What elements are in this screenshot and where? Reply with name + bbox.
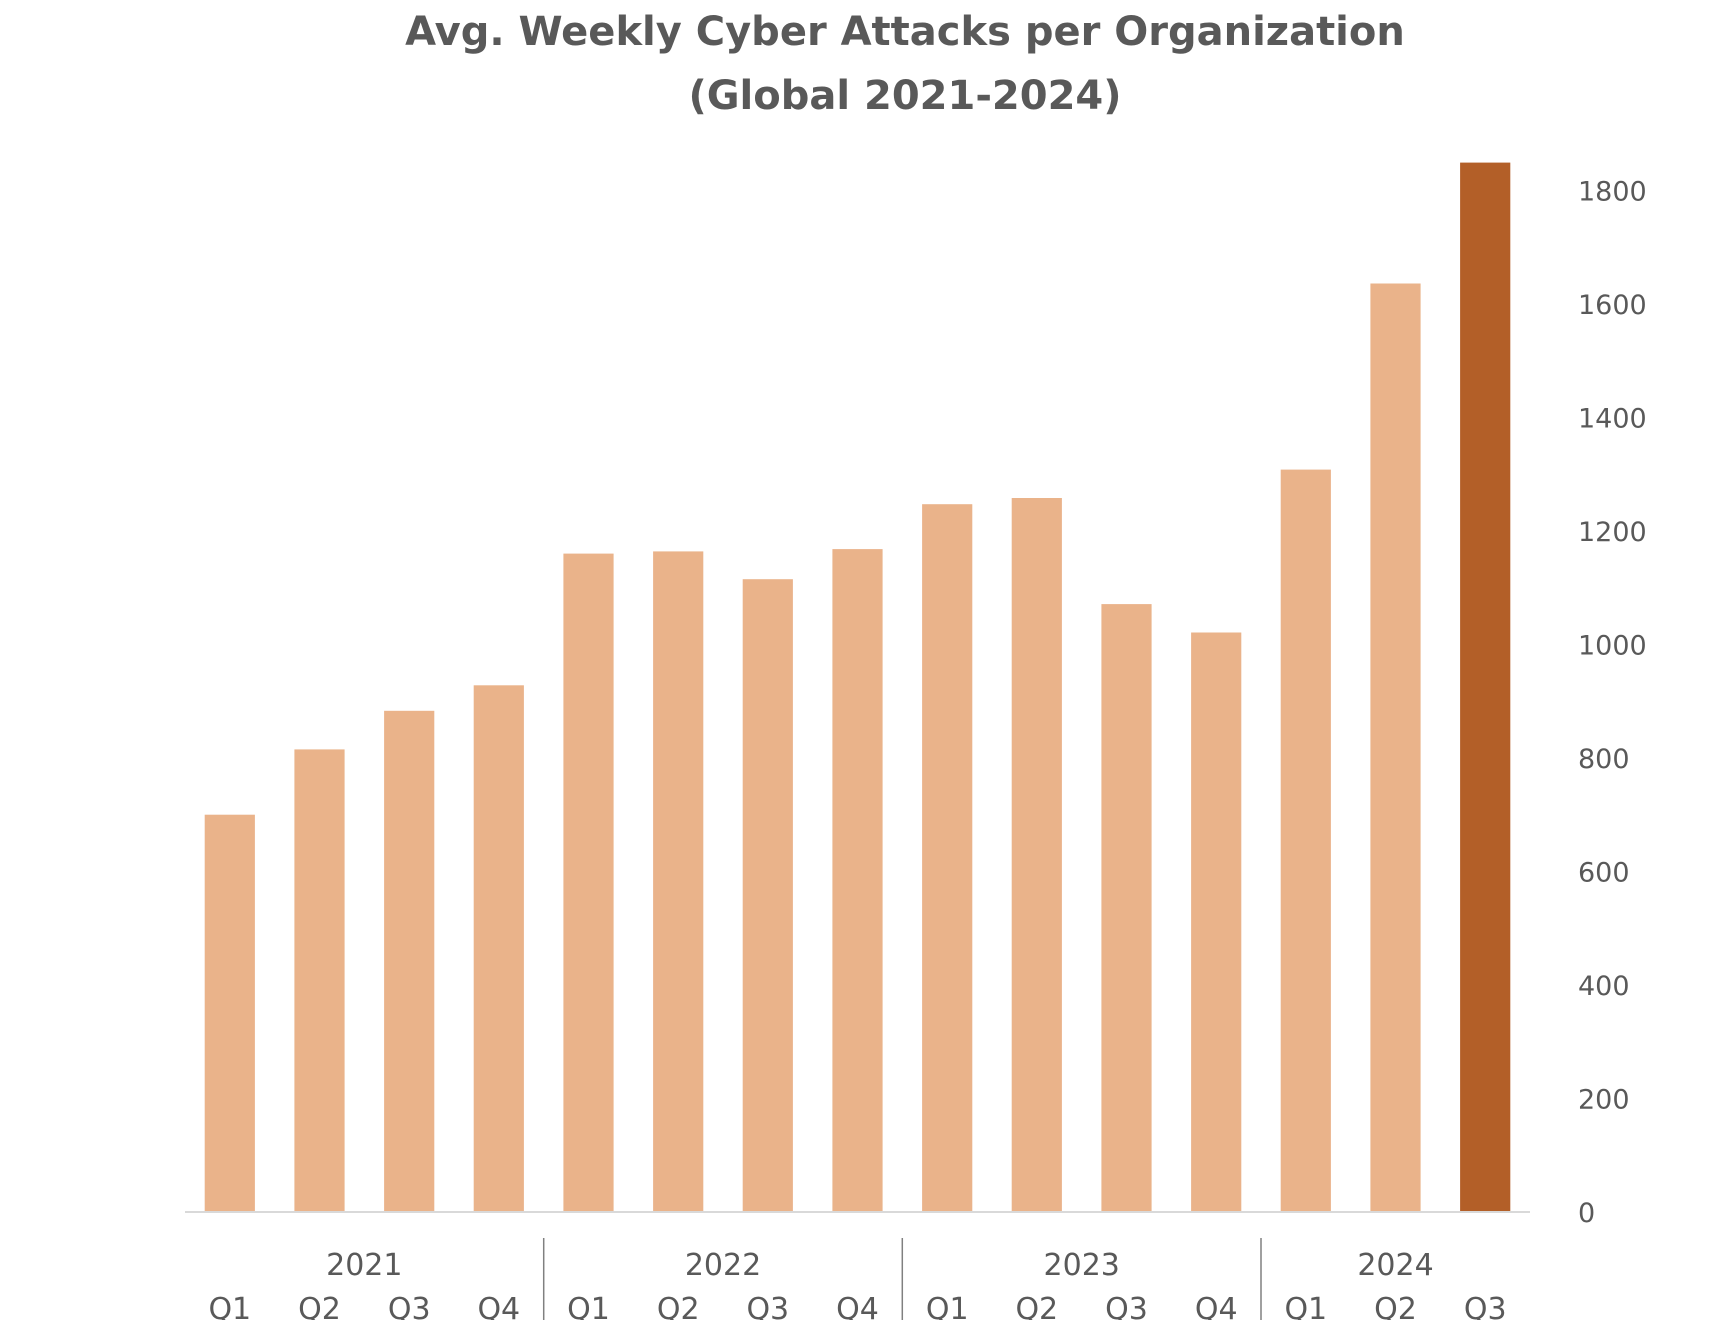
x-tick-label-1: Q1 (208, 1292, 251, 1320)
y-axis: 0 200 400 600 800 1000 1200 1400 1600 1800 (1578, 176, 1647, 1229)
bar-7 (742, 579, 793, 1212)
x-tick-label-3: Q3 (388, 1292, 431, 1320)
y-tick-label-600: 600 (1578, 858, 1630, 889)
bar-8 (832, 549, 883, 1212)
bar-9 (922, 504, 973, 1212)
year-label-2021: 2021 (326, 1248, 402, 1283)
bar-5 (563, 553, 614, 1212)
y-tick-label-1600: 1600 (1578, 290, 1647, 321)
x-tick-label-11: Q3 (1105, 1292, 1148, 1320)
x-tick-label-13: Q1 (1284, 1292, 1327, 1320)
x-tick-label-12: Q4 (1195, 1292, 1238, 1320)
x-axis: Q1 Q2 Q3 Q4 Q1 Q2 Q3 Q4 Q1 Q2 Q3 Q4 Q1 Q2 Q3 2021 2022 20… (185, 1211, 1530, 1320)
bar-4 (473, 685, 524, 1212)
x-tick-label-6: Q2 (657, 1292, 700, 1320)
year-label-2023: 2023 (1044, 1248, 1120, 1283)
x-tick-label-7: Q3 (746, 1292, 789, 1320)
y-tick-label-1800: 1800 (1578, 176, 1647, 207)
x-tick-label-4: Q4 (477, 1292, 520, 1320)
bar-15 (1460, 162, 1511, 1213)
x-tick-label-15: Q3 (1464, 1292, 1507, 1320)
bar-3 (384, 710, 435, 1212)
year-label-2022: 2022 (685, 1248, 761, 1283)
bar-11 (1101, 604, 1152, 1212)
y-tick-label-800: 800 (1578, 744, 1630, 775)
year-label-2024: 2024 (1357, 1248, 1433, 1283)
bar-6 (653, 551, 704, 1212)
bars-group (204, 162, 1511, 1213)
x-tick-label-14: Q2 (1374, 1292, 1417, 1320)
bar-14 (1370, 283, 1421, 1212)
bar-2 (294, 749, 345, 1212)
x-tick-label-5: Q1 (567, 1292, 610, 1320)
x-tick-label-9: Q1 (926, 1292, 969, 1320)
x-tick-label-8: Q4 (836, 1292, 879, 1320)
y-tick-label-0: 0 (1578, 1198, 1595, 1229)
bar-13 (1280, 469, 1331, 1213)
x-tick-label-10: Q2 (1015, 1292, 1058, 1320)
chart-subtitle: (Global 2021-2024) (688, 73, 1122, 119)
bar-12 (1191, 632, 1242, 1212)
y-tick-label-200: 200 (1578, 1085, 1630, 1116)
chart-title-line1: Avg. Weekly Cyber Attacks per Organizati… (405, 9, 1405, 55)
chart-title: Avg. Weekly Cyber Attacks per Organizati… (0, 0, 1710, 128)
x-tick-label-2: Q2 (298, 1292, 341, 1320)
y-tick-label-1400: 1400 (1578, 403, 1647, 434)
y-tick-label-1200: 1200 (1578, 517, 1647, 548)
y-tick-label-1000: 1000 (1578, 630, 1647, 661)
bar-10 (1011, 498, 1062, 1212)
y-tick-label-400: 400 (1578, 971, 1630, 1002)
bar-1 (204, 814, 255, 1212)
